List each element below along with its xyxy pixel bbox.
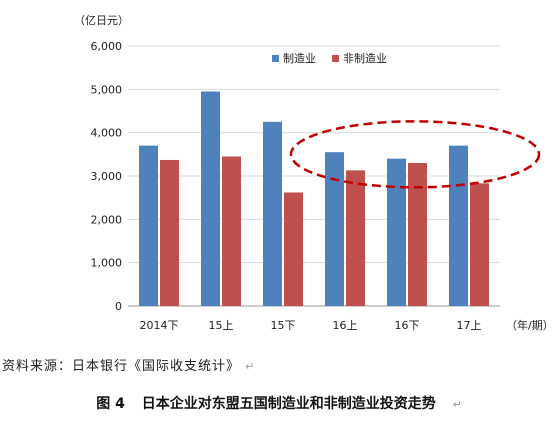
bar-manufacturing [325,152,344,306]
legend-swatch [272,55,279,62]
legend-label: 制造业 [283,51,316,65]
dashed-ellipse-annotation [289,120,541,189]
y-tick-label: 0 [115,300,122,313]
gridlines [128,45,500,307]
x-tick-label: 16上 [333,319,358,332]
legend-label: 非制造业 [343,51,387,65]
x-tick-label: 2014下 [140,319,179,332]
y-tick-label: 1,000 [91,257,123,270]
bar-non-manufacturing [346,170,365,306]
x-tick-label: 17上 [457,319,482,332]
x-tick-label: 15上 [209,319,234,332]
return-mark-icon: ↵ [245,360,256,373]
legend: 制造业 非制造业 [272,51,387,65]
y-tick-label: 2,000 [91,213,123,226]
bar-manufacturing [263,121,282,306]
legend-swatch [332,55,339,62]
x-tick-label: 16下 [395,319,420,332]
figure-caption: 图 4 日本企业对东盟五国制造业和非制造业投资走势 ↵ [0,393,558,413]
y-axis-ticks: 0 1,000 2,000 3,000 4,000 5,000 6,000 [91,40,123,313]
x-tick-label: 15下 [271,319,296,332]
y-tick-label: 5,000 [91,83,123,96]
bar-non-manufacturing [222,156,241,306]
source-note-text: 资料来源：日本银行《国际收支统计》 [2,359,241,374]
return-mark-icon: ↵ [452,398,462,411]
bar-manufacturing [139,145,158,306]
bar-non-manufacturing [408,163,427,306]
y-tick-label: 4,000 [91,127,123,140]
bar-non-manufacturing [284,192,303,306]
bar-manufacturing [201,91,220,306]
bar-non-manufacturing [470,183,489,306]
y-tick-label: 6,000 [91,40,123,53]
highlight-annotation [289,120,541,189]
y-axis-unit-label: （亿日元） [74,14,129,27]
bars [139,91,489,306]
bar-manufacturing [449,145,468,306]
bar-non-manufacturing [160,159,179,306]
figure-title: 日本企业对东盟五国制造业和非制造业投资走势 [141,396,436,412]
x-axis-ticks: 2014下 15上 15下 16上 16下 17上 [140,319,482,332]
x-axis-unit-label: （年/期） [506,318,554,332]
figure-number: 图 4 [96,396,125,412]
bar-manufacturing [387,158,406,306]
source-note: 资料来源：日本银行《国际收支统计》 ↵ [2,355,255,374]
bar-chart: （亿日元） 0 1,000 2,000 3,000 4,000 5,000 6,000 20… [74,14,554,332]
y-tick-label: 3,000 [91,170,123,183]
